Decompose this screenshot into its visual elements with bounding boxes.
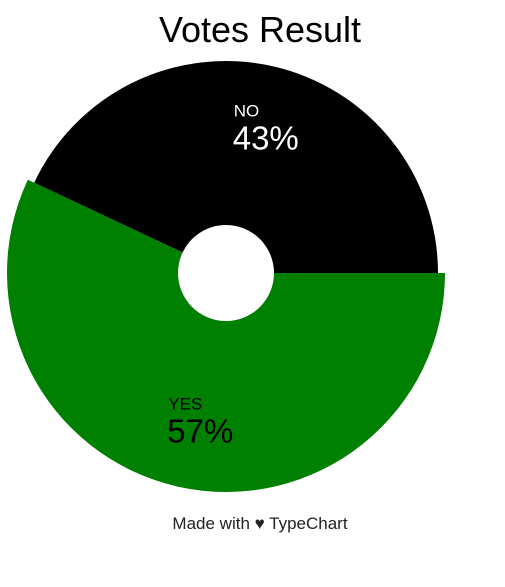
footer-credit: Made with ♥ TypeChart — [0, 513, 505, 535]
slices — [6, 60, 446, 493]
slice-label-yes: YES — [168, 394, 202, 413]
donut-hole — [178, 225, 274, 321]
slice-label-no: NO — [234, 102, 260, 121]
footer-suffix: TypeChart — [264, 514, 348, 533]
chart-title: Votes Result — [158, 9, 362, 50]
slice-yes — [6, 179, 446, 493]
slice-no — [34, 60, 438, 274]
slice-value-no: 43% — [233, 120, 299, 157]
slice-value-yes: 57% — [167, 412, 233, 449]
footer-prefix: Made with — [172, 514, 255, 533]
heart-icon: ♥ — [254, 514, 265, 533]
